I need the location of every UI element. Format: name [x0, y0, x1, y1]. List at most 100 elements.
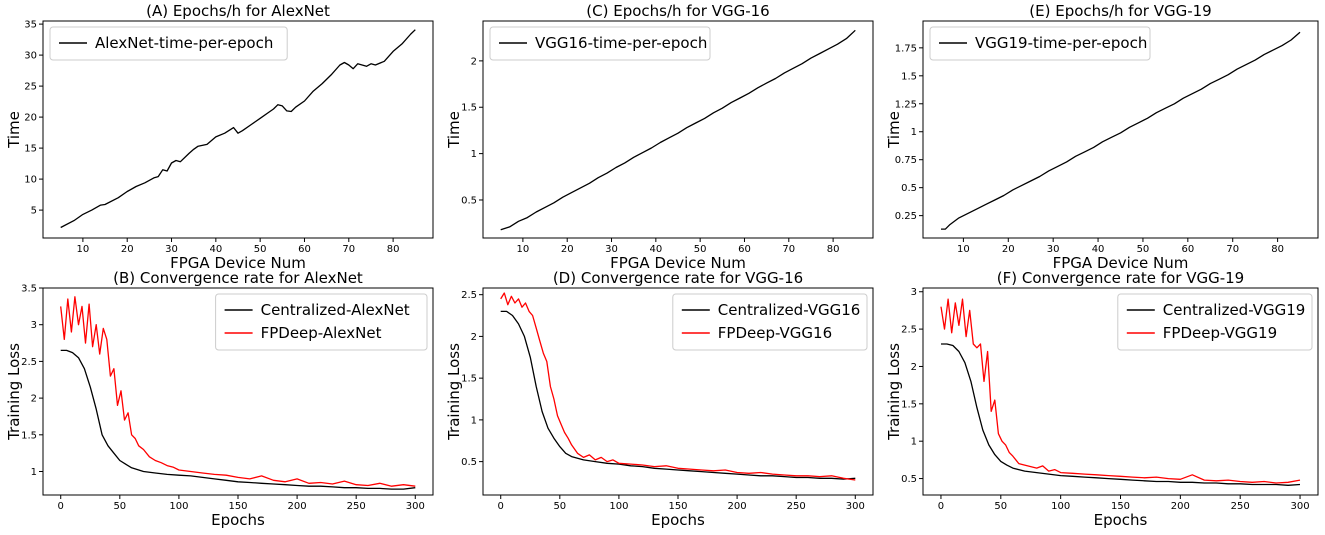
- y-tick-label: 0.25: [895, 211, 917, 222]
- x-tick-label: 10: [77, 244, 90, 255]
- y-tick-label: 1: [471, 415, 477, 426]
- legend: VGG16-time-per-epoch: [489, 26, 711, 61]
- legend-box: [929, 26, 1151, 61]
- x-tick-label: 200: [288, 501, 307, 512]
- y-tick-label: 2.5: [21, 357, 37, 368]
- x-tick-label: 60: [298, 244, 311, 255]
- x-tick-label: 60: [1181, 244, 1194, 255]
- y-tick-label: 1.5: [901, 399, 917, 410]
- x-axis-label: FPGA Device Num: [610, 254, 746, 272]
- chart-title: (D) Convergence rate for VGG-16: [553, 269, 803, 287]
- y-tick-label: 25: [24, 82, 37, 93]
- y-tick-label: 0.5: [461, 457, 477, 468]
- x-tick-label: 50: [994, 501, 1007, 512]
- series-line-fpdeep-vgg16: [500, 292, 856, 481]
- y-tick-label: 0.5: [461, 195, 477, 206]
- y-tick-label: 10: [24, 175, 37, 186]
- chart-panel-e: (E) Epochs/h for VGG-19 10 20 30 40 50 60 70 80 0…: [885, 2, 1319, 272]
- series-line-centralized-vgg16: [500, 310, 856, 480]
- y-tick-label: 1.5: [461, 374, 477, 385]
- legend: Centralized-AlexNet FPDeep-AlexNet: [215, 293, 428, 351]
- x-tick-label: 10: [957, 244, 970, 255]
- legend-box: [1117, 293, 1313, 351]
- legend-entry: FPDeep-VGG19: [1163, 324, 1277, 342]
- y-tick-label: 1.5: [21, 430, 37, 441]
- y-tick-label: 2: [471, 56, 477, 67]
- x-tick-label: 50: [694, 244, 707, 255]
- y-tick-label: 1: [471, 149, 477, 160]
- y-tick-label: 5: [31, 206, 37, 217]
- chart-title: (A) Epochs/h for AlexNet: [146, 2, 330, 20]
- legend-box: [672, 293, 868, 351]
- series-line-fpdeep-alexnet: [60, 296, 416, 487]
- y-tick-label: 15: [24, 144, 37, 155]
- legend-entry: AlexNet-time-per-epoch: [95, 34, 273, 52]
- y-tick-label: 1: [911, 127, 917, 138]
- series-line-fpdeep-vgg19: [940, 298, 1301, 484]
- y-tick-label: 3.5: [21, 284, 37, 295]
- legend-entry: Centralized-VGG19: [1163, 301, 1306, 319]
- x-tick-label: 100: [1051, 501, 1070, 512]
- y-tick-label: 3: [31, 320, 37, 331]
- y-axis-label: Training Loss: [445, 343, 463, 441]
- x-tick-label: 70: [342, 244, 355, 255]
- legend: Centralized-VGG16 FPDeep-VGG16: [672, 293, 868, 351]
- series-line-centralized-alexnet: [60, 349, 416, 490]
- x-tick-label: 0: [938, 501, 944, 512]
- y-tick-label: 1: [911, 437, 917, 448]
- x-tick-label: 40: [1092, 244, 1105, 255]
- y-tick-label: 2: [471, 332, 477, 343]
- x-tick-label: 200: [1171, 501, 1190, 512]
- y-tick-label: 2.5: [461, 290, 477, 301]
- x-tick-label: 70: [782, 244, 795, 255]
- chart-panel-f: (F) Convergence rate for VGG-19 0 50 100 150…: [885, 269, 1319, 529]
- chart-title: (C) Epochs/h for VGG-16: [586, 2, 769, 20]
- y-axis-label: Time: [885, 111, 903, 149]
- y-tick-label: 1: [31, 467, 37, 478]
- chart-panel-b: (B) Convergence rate for AlexNet 0 50 100 15…: [5, 269, 434, 529]
- legend: AlexNet-time-per-epoch: [49, 26, 288, 61]
- y-tick-label: 1.25: [895, 99, 917, 110]
- x-tick-label: 300: [1290, 501, 1309, 512]
- x-tick-label: 0: [58, 501, 64, 512]
- x-tick-label: 300: [846, 501, 865, 512]
- legend-entry: Centralized-VGG16: [718, 301, 861, 319]
- x-tick-label: 100: [609, 501, 628, 512]
- y-axis-label: Training Loss: [5, 343, 23, 441]
- y-tick-label: 0.5: [901, 474, 917, 485]
- x-tick-label: 30: [165, 244, 178, 255]
- plot-area: [922, 20, 1319, 239]
- y-axis-label: Time: [5, 111, 23, 149]
- legend-entry: FPDeep-VGG16: [718, 324, 832, 342]
- y-tick-label: 0.5: [901, 183, 917, 194]
- x-tick-label: 50: [1137, 244, 1150, 255]
- x-tick-label: 0: [498, 501, 504, 512]
- x-tick-label: 50: [113, 501, 126, 512]
- x-tick-label: 40: [649, 244, 662, 255]
- x-tick-label: 30: [1047, 244, 1060, 255]
- x-tick-label: 70: [1226, 244, 1239, 255]
- x-tick-label: 150: [668, 501, 687, 512]
- x-axis-label: FPGA Device Num: [170, 254, 306, 272]
- chart-panel-d: (D) Convergence rate for VGG-16 0 50 100 150…: [445, 269, 874, 529]
- x-tick-label: 250: [1231, 501, 1250, 512]
- y-tick-label: 20: [24, 113, 37, 124]
- legend-box: [215, 293, 428, 351]
- y-tick-label: 35: [24, 20, 37, 31]
- legend-entry: FPDeep-AlexNet: [261, 324, 382, 342]
- x-tick-label: 150: [1111, 501, 1130, 512]
- y-axis-label: Training Loss: [885, 343, 903, 441]
- legend-entry: VGG16-time-per-epoch: [535, 34, 707, 52]
- legend-box: [489, 26, 711, 61]
- chart-panel-a: (A) Epochs/h for AlexNet 10 20 30 40 50 60 70 80…: [5, 2, 434, 272]
- plot-area: [42, 20, 434, 239]
- x-axis-label: Epochs: [1094, 511, 1148, 529]
- y-tick-label: 2.5: [901, 325, 917, 336]
- chart-title: (B) Convergence rate for AlexNet: [113, 269, 363, 287]
- legend: Centralized-VGG19 FPDeep-VGG19: [1117, 293, 1313, 351]
- legend-entry: Centralized-AlexNet: [261, 301, 410, 319]
- chart-title: (F) Convergence rate for VGG-19: [997, 269, 1244, 287]
- y-axis-label: Time: [445, 111, 463, 149]
- x-tick-label: 50: [553, 501, 566, 512]
